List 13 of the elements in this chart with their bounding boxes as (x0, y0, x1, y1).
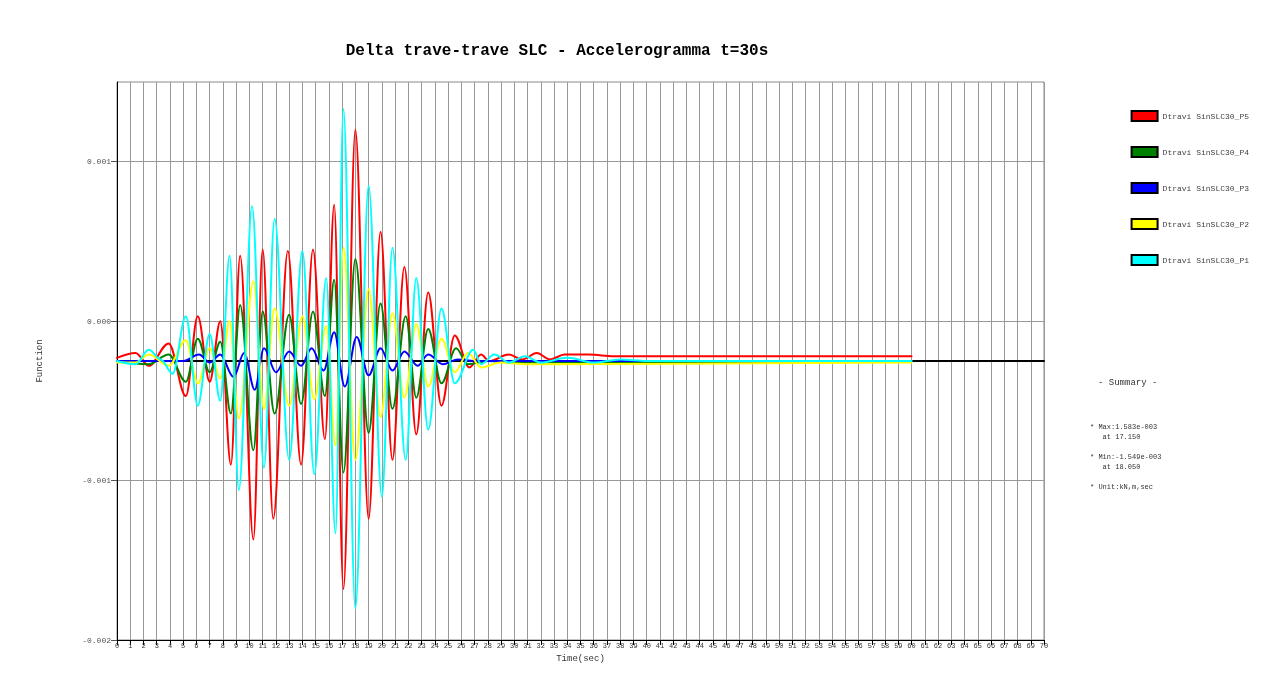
legend-label: Dtravi SinSLC30_P1 (1162, 255, 1250, 265)
legend-label: Dtravi SinSLC30_P5 (1162, 111, 1250, 121)
y-tick-label: -0.002 (82, 635, 112, 645)
y-tick-label: 0.000 (86, 316, 112, 326)
x-axis-title: Time(sec) (556, 653, 605, 664)
y-tick-label: 0.001 (86, 157, 112, 167)
y-tick-label: -0.001 (82, 476, 112, 486)
legend-label: Dtravi SinSLC30_P2 (1162, 219, 1250, 229)
legend-label: Dtravi SinSLC30_P3 (1162, 183, 1250, 193)
text: - Summary - (1098, 378, 1158, 388)
chart-title: Delta trave-trave SLC - Accelerogramma t=30s (345, 42, 769, 60)
legend-label: Dtravi SinSLC30_P4 (1162, 147, 1250, 157)
y-axis-title: Function (34, 339, 45, 383)
